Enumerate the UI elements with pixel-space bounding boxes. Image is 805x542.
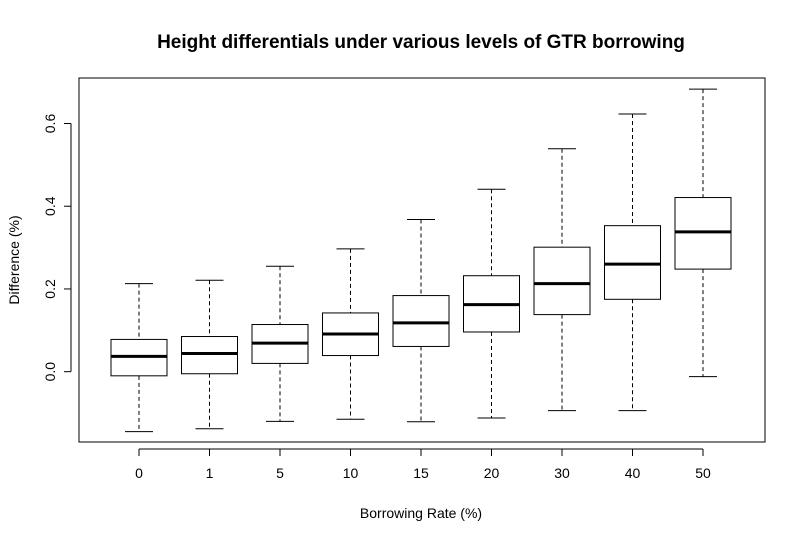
x-tick-label: 50	[695, 465, 711, 481]
box-40	[604, 113, 661, 412]
y-tick-label: 0.6	[42, 114, 58, 134]
x-tick-label: 10	[343, 465, 359, 481]
x-tick-label: 1	[206, 465, 214, 481]
box-20	[463, 188, 520, 419]
box-30	[533, 148, 591, 412]
plot-frame	[78, 77, 766, 443]
box-50	[674, 88, 732, 378]
box-10	[322, 248, 379, 420]
x-tick-label: 30	[554, 465, 570, 481]
box-5	[251, 265, 309, 422]
interquartile-box	[604, 225, 661, 300]
x-tick-label: 15	[413, 465, 429, 481]
x-tick-label: 0	[135, 465, 143, 481]
interquartile-box	[392, 295, 450, 347]
chart-title: Height differentials under various level…	[157, 32, 685, 53]
x-tick-label: 5	[276, 465, 284, 481]
x-tick-label: 40	[625, 465, 641, 481]
x-axis: 0 1 5 10 15 20 30 40 50	[135, 448, 711, 481]
box-0	[110, 283, 168, 433]
box-1	[181, 279, 238, 430]
interquartile-box	[181, 336, 238, 375]
y-tick-label: 0.4	[42, 196, 58, 216]
x-axis-label: Borrowing Rate (%)	[360, 505, 482, 521]
interquartile-box	[533, 246, 591, 316]
y-axis: 0.0 0.2 0.4 0.6	[42, 114, 72, 382]
y-tick-label: 0.0	[42, 362, 58, 382]
x-tick-label: 20	[484, 465, 500, 481]
box-series	[110, 88, 732, 433]
y-axis-label: Difference (%)	[6, 215, 22, 304]
y-tick-label: 0.2	[42, 279, 58, 299]
box-15	[392, 218, 450, 423]
